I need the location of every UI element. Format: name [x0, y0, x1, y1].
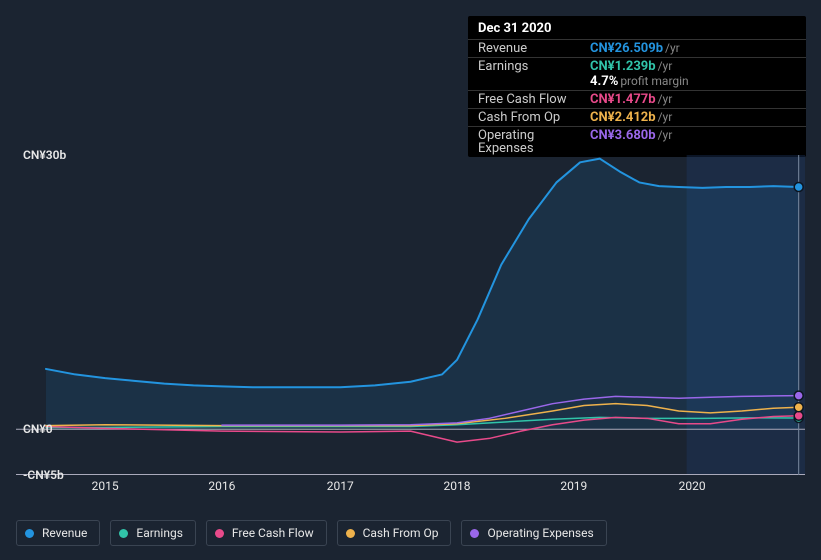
tooltip-unit: /yr [658, 129, 673, 141]
line-chart[interactable]: CN¥30bCN¥0-CN¥5b201520162017201820192020 [16, 155, 805, 475]
legend-item[interactable]: Cash From Op [337, 520, 452, 546]
y-axis-label: -CN¥5b [23, 468, 64, 482]
legend-item[interactable]: Operating Expenses [461, 520, 606, 546]
legend-item[interactable]: Revenue [16, 520, 100, 546]
tooltip-note: profit margin [620, 75, 688, 87]
legend-item[interactable]: Free Cash Flow [206, 520, 327, 546]
legend-color-icon [119, 529, 128, 538]
tooltip-row: EarningsCN¥1.239b /yr [468, 57, 806, 75]
tooltip-value: CN¥3.680b [590, 129, 656, 142]
tooltip-label: Revenue [478, 42, 590, 55]
tooltip-title: Dec 31 2020 [468, 16, 806, 39]
x-axis-label: 2015 [92, 479, 119, 493]
data-tooltip: Dec 31 2020 RevenueCN¥26.509b /yrEarning… [468, 16, 806, 157]
chart-legend: Revenue Earnings Free Cash Flow Cash From O… [16, 520, 805, 546]
financials-chart-panel: { "tooltip": { "x": 468, "y": 16, "w": 3… [0, 0, 821, 560]
legend-label: Operating Expenses [487, 526, 593, 540]
tooltip-label: Free Cash Flow [478, 93, 590, 106]
tooltip-label: Operating Expenses [478, 129, 590, 155]
tooltip-unit: /yr [658, 93, 673, 105]
legend-color-icon [346, 529, 355, 538]
legend-label: Cash From Op [363, 526, 439, 540]
legend-color-icon [470, 529, 479, 538]
legend-label: Revenue [42, 526, 87, 540]
x-axis-label: 2019 [560, 479, 587, 493]
tooltip-row: Cash From OpCN¥2.412b /yr [468, 108, 806, 126]
legend-label: Free Cash Flow [232, 526, 314, 540]
chart-svg [16, 155, 805, 475]
tooltip-value: CN¥1.239b [590, 60, 656, 73]
tooltip-row: RevenueCN¥26.509b /yr [468, 39, 806, 57]
tooltip-value: CN¥2.412b [590, 111, 656, 124]
tooltip-unit: /yr [658, 60, 673, 72]
tooltip-row: Free Cash FlowCN¥1.477b /yr [468, 90, 806, 108]
x-axis-label: 2017 [327, 479, 354, 493]
tooltip-row: 4.7% profit margin [468, 75, 806, 90]
tooltip-value: 4.7% [590, 75, 618, 88]
x-axis-label: 2016 [208, 479, 235, 493]
y-axis-label: CN¥0 [23, 422, 53, 436]
tooltip-label: Cash From Op [478, 111, 590, 124]
tooltip-label: Earnings [478, 60, 590, 73]
legend-label: Earnings [136, 526, 183, 540]
x-axis-label: 2018 [444, 479, 471, 493]
legend-color-icon [215, 529, 224, 538]
legend-color-icon [25, 529, 34, 538]
tooltip-unit: /yr [665, 42, 680, 54]
legend-item[interactable]: Earnings [110, 520, 196, 546]
y-axis-label: CN¥30b [23, 148, 66, 162]
x-axis-label: 2020 [679, 479, 706, 493]
tooltip-unit: /yr [658, 111, 673, 123]
tooltip-row: Operating ExpensesCN¥3.680b /yr [468, 126, 806, 157]
tooltip-value: CN¥26.509b [590, 42, 663, 55]
tooltip-value: CN¥1.477b [590, 93, 656, 106]
